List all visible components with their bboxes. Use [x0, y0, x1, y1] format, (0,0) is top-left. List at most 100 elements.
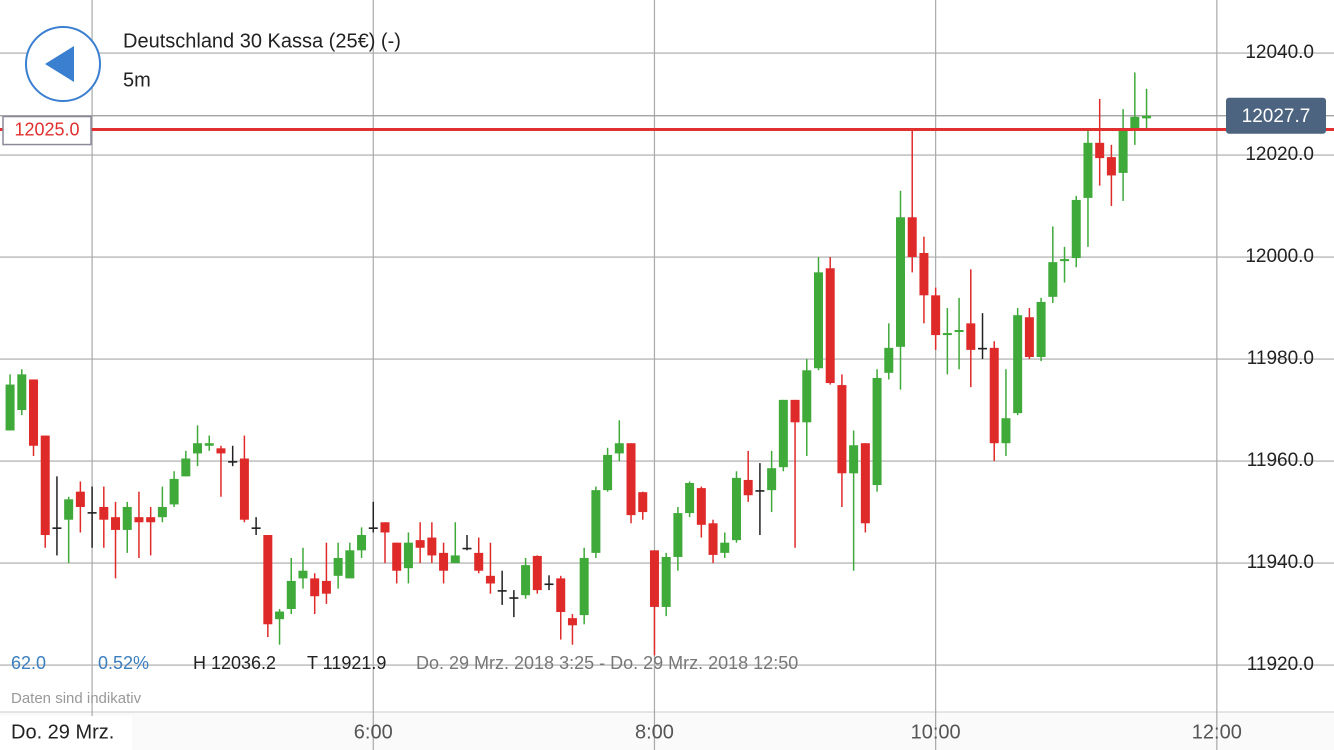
candle-body [884, 347, 894, 373]
candle-body [1060, 259, 1070, 262]
candle-body [603, 454, 613, 491]
candle-body [532, 555, 542, 591]
candle-body [1001, 418, 1011, 444]
candle-body [626, 443, 636, 516]
candle-body [919, 252, 929, 296]
date-label-box [0, 716, 132, 750]
candle-body [239, 458, 249, 520]
change: 62.0 [11, 653, 46, 673]
x-tick-label: 8:00 [635, 721, 674, 743]
y-tick-label: 12040.0 [1245, 42, 1314, 63]
candle-body [52, 527, 62, 529]
candle-body [661, 556, 671, 607]
candle-body [415, 540, 425, 548]
overlay: 11920.0 11940.0 11960.0 11980.0 12000.0 12020… [0, 42, 1334, 750]
candle-body [17, 374, 27, 411]
y-tick-label: 12020.0 [1245, 144, 1314, 165]
candle-body [146, 517, 156, 523]
candle-body [1106, 157, 1116, 176]
candle-body [251, 527, 261, 529]
candle-body [802, 370, 812, 423]
candle-body [474, 552, 484, 571]
candle-body [497, 590, 507, 592]
candle-body [1013, 315, 1023, 414]
candle-body [1118, 128, 1128, 173]
candle-body [40, 435, 50, 536]
candle-body [169, 478, 179, 505]
candle-body [837, 385, 847, 474]
x-tick-label: Do. 29 Mrz. [11, 721, 114, 743]
interval: 5m [123, 69, 151, 91]
y-tick-label: 11940.0 [1247, 552, 1314, 573]
candle-body [99, 506, 109, 520]
candle-body [134, 517, 144, 523]
candle-body [720, 542, 730, 553]
candle-body [966, 323, 976, 350]
candle-body [1071, 199, 1081, 259]
last-price-box [1226, 97, 1326, 134]
candle-body [1048, 262, 1058, 297]
candle-body [87, 512, 97, 514]
candle-body [181, 458, 191, 477]
candle-body [708, 523, 718, 555]
candle-body [849, 445, 859, 474]
candle-body [743, 479, 753, 496]
candle-body [122, 506, 132, 530]
candle-body [1036, 301, 1046, 358]
candle-body [157, 506, 167, 518]
candle-body [485, 575, 495, 584]
candle-body [228, 461, 238, 463]
candle-body [860, 443, 870, 524]
last-price-label: 12027.7 [1242, 106, 1311, 127]
candle-body [638, 492, 648, 513]
candle-body [931, 295, 941, 336]
candle-body [29, 379, 39, 446]
candle-body [907, 217, 917, 258]
y-tick-label: 11980.0 [1247, 348, 1314, 369]
candle-body [556, 578, 566, 613]
candle-body [872, 377, 882, 486]
candle-body [591, 490, 601, 553]
candle-body [509, 597, 519, 599]
candle-body [544, 583, 554, 586]
candle-body [614, 443, 624, 454]
candle-body [790, 399, 800, 423]
candle-body [685, 482, 695, 514]
candle-body [1142, 115, 1152, 119]
candle-body [111, 517, 121, 530]
candle-body [286, 580, 296, 609]
x-tick-label: 6:00 [354, 721, 393, 743]
candle-body [321, 580, 331, 594]
candle-body [1083, 142, 1093, 198]
x-tick-label: 10:00 [911, 721, 961, 743]
chart-title: Deutschland 30 Kassa (25€) (-) [123, 30, 401, 52]
back-arrow[interactable] [45, 46, 74, 82]
candle-body [825, 268, 835, 384]
x-axis-band [0, 712, 1334, 750]
candle-body [1095, 142, 1105, 159]
candles [5, 72, 1152, 656]
high-stat: H 12036.2 [193, 653, 276, 673]
candle-body [462, 547, 472, 550]
change-percent: 0.52% [98, 653, 149, 673]
candle-body [310, 578, 320, 597]
candle-body [193, 443, 203, 454]
candle-body [333, 557, 343, 576]
candle-body [989, 347, 999, 444]
candle-body [755, 490, 765, 492]
candle-body [345, 550, 355, 579]
y-tick-label: 12000.0 [1245, 246, 1314, 267]
candle-body [275, 611, 285, 620]
candle-body [75, 491, 85, 507]
candle-body [731, 477, 741, 541]
alert-label: 12025.0 [14, 119, 79, 139]
candle-body [778, 399, 788, 468]
candle-body [579, 557, 589, 616]
candle-body [649, 550, 659, 607]
alert-label-box [2, 115, 92, 146]
candle-body [403, 542, 413, 569]
candle-body [380, 522, 390, 533]
x-tick-label: 12:00 [1192, 721, 1242, 743]
